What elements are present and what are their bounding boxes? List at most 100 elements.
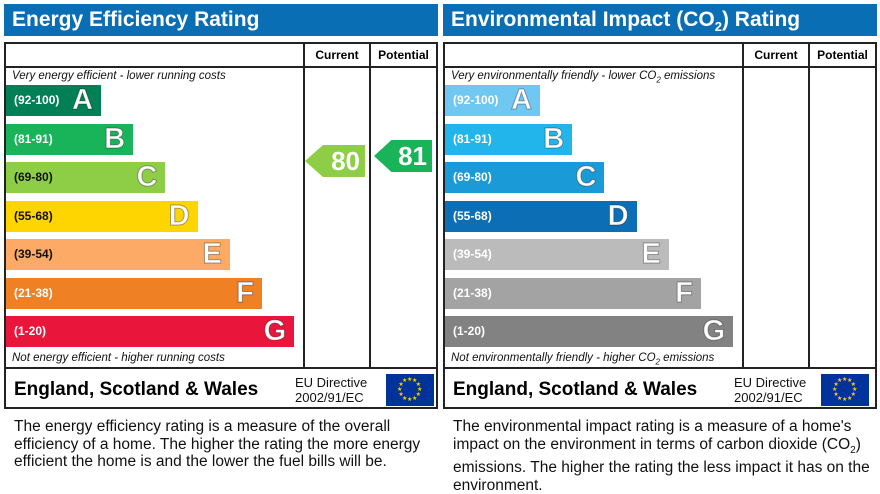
divider (445, 66, 875, 68)
band-range: (81-91) (14, 131, 53, 146)
band-letter: G (263, 315, 287, 348)
band-range: (55-68) (14, 208, 53, 223)
divider (6, 66, 436, 68)
rating-table: Current Potential Very environmentally f… (443, 42, 877, 409)
desc-a: The environmental impact rating is a mea… (453, 418, 852, 453)
star-icon: ★ (397, 387, 403, 393)
environmental-impact-panel: Environmental Impact (CO2) Rating Curren… (443, 0, 877, 494)
divider (742, 44, 744, 369)
note-sub: 2 (655, 357, 660, 367)
divider (303, 44, 305, 369)
band-g: (1-20) G (445, 315, 734, 348)
star-icon: ★ (398, 382, 404, 388)
star-icon: ★ (833, 392, 839, 398)
star-icon: ★ (832, 387, 838, 393)
description: The environmental impact rating is a mea… (453, 418, 873, 494)
eu-directive: EU Directive 2002/91/EC (734, 375, 806, 405)
star-icon: ★ (412, 378, 418, 385)
region-label: England, Scotland & Wales (14, 379, 259, 400)
current-header: Current (315, 48, 359, 62)
note-end: emissions (659, 352, 715, 364)
star-icon: ★ (415, 392, 422, 398)
band-letter: D (168, 199, 190, 232)
band-c: (69-80) C (6, 161, 166, 194)
band-letter: F (236, 276, 255, 309)
title-text: Energy Efficiency Rating (12, 8, 260, 31)
divider (808, 44, 810, 369)
band-e: (39-54) E (445, 238, 669, 271)
band-range: (21-38) (453, 285, 492, 300)
top-note: Very energy efficient - lower running co… (12, 70, 226, 82)
band-range: (1-20) (14, 324, 47, 338)
divider (369, 44, 371, 369)
band-range: (81-91) (453, 131, 492, 146)
note-text: Not environmentally friendly - higher CO (451, 352, 656, 364)
directive-line2: 2002/91/EC (295, 390, 364, 405)
top-note: Very environmentally friendly - lower CO… (451, 70, 715, 84)
star-icon: ★ (417, 387, 423, 393)
star-icon: ★ (850, 392, 857, 398)
description: The energy efficiency rating is a measur… (14, 418, 421, 470)
band-letter: E (641, 238, 661, 271)
eu-flag-icon: ★ ★ ★ ★ ★ ★ ★ ★ ★ ★ ★ ★ (821, 374, 869, 406)
star-icon: ★ (842, 397, 848, 403)
band-d: (55-68) D (445, 199, 637, 232)
band-range: (21-38) (14, 285, 53, 300)
band-a: (92-100) A (6, 84, 101, 117)
band-a: (92-100) A (445, 84, 540, 117)
star-icon: ★ (847, 395, 853, 402)
note-end: emissions (660, 70, 716, 82)
current-header: Current (754, 48, 798, 62)
eu-directive: EU Directive 2002/91/EC (295, 375, 367, 405)
star-icon: ★ (402, 395, 408, 402)
band-range: (69-80) (14, 170, 53, 184)
star-icon: ★ (402, 378, 408, 385)
band-letter: E (202, 238, 222, 271)
band-letter: C (575, 161, 597, 194)
potential-header: Potential (817, 48, 868, 62)
rating-table: Current Potential Very energy efficient … (4, 42, 438, 409)
current-rating-arrow: 80 (305, 145, 365, 177)
band-range: (39-54) (14, 247, 53, 261)
bottom-note: Not environmentally friendly - higher CO… (451, 352, 714, 366)
band-letter: F (675, 276, 694, 309)
eu-flag-icon: ★ ★ ★ ★ ★ ★ ★ ★ ★ ★ ★ ★ (386, 374, 434, 406)
star-icon: ★ (837, 395, 843, 402)
band-f: (21-38) F (445, 276, 701, 309)
band-range: (39-54) (453, 247, 492, 261)
star-icon: ★ (833, 382, 839, 388)
desc-b: ) emissions. The higher the rating the l… (453, 435, 870, 494)
band-letter: B (543, 122, 565, 155)
band-range: (92-100) (453, 93, 499, 107)
star-icon: ★ (842, 377, 848, 383)
star-icon: ★ (412, 395, 418, 402)
energy-efficiency-panel: Energy Efficiency Rating Current Potenti… (4, 0, 438, 493)
desc-sub: 2 (850, 444, 856, 456)
star-icon: ★ (407, 377, 413, 383)
band-d: (55-68) D (6, 199, 198, 232)
region-label: England, Scotland & Wales (453, 379, 698, 400)
panel-title: Energy Efficiency Rating (4, 4, 438, 36)
band-range: (69-80) (453, 170, 492, 184)
band-letter: A (72, 84, 94, 117)
note-sub: 2 (656, 75, 661, 85)
divider (6, 367, 436, 369)
band-g: (1-20) G (6, 315, 295, 348)
star-icon: ★ (407, 397, 413, 403)
band-range: (55-68) (453, 208, 492, 223)
band-letter: C (136, 161, 158, 194)
band-e: (39-54) E (6, 238, 230, 271)
band-b: (81-91) B (445, 122, 573, 155)
star-icon: ★ (852, 387, 858, 393)
band-letter: D (607, 199, 629, 232)
directive-line2: 2002/91/EC (734, 390, 803, 405)
star-icon: ★ (847, 378, 853, 385)
band-letter: B (104, 122, 126, 155)
title-text: Environmental Impact (CO (451, 8, 715, 31)
band-range: (92-100) (14, 93, 60, 107)
star-icon: ★ (850, 382, 857, 388)
star-icon: ★ (398, 392, 404, 398)
star-icon: ★ (837, 378, 843, 385)
title-sub: 2 (714, 19, 722, 35)
directive-line1: EU Directive (295, 375, 368, 390)
